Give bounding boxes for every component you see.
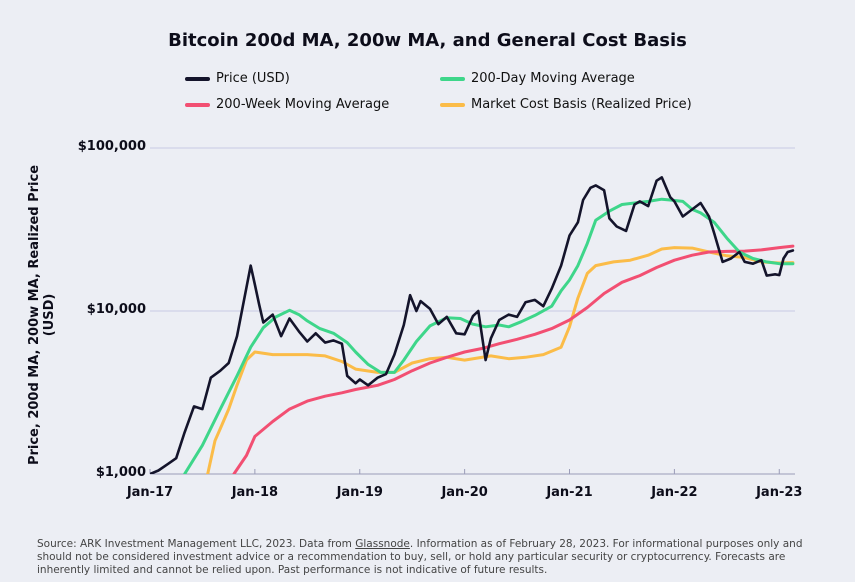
legend-item-realized-price: Market Cost Basis (Realized Price) (440, 97, 692, 112)
series-line-price (150, 176, 795, 474)
series-line-realized-price (206, 246, 795, 474)
y-tick-label-1: $10,000 (86, 302, 146, 317)
legend-swatch-price (185, 76, 210, 81)
y-tick-label-2: $100,000 (77, 139, 146, 154)
legend-item-200w-ma: 200-Week Moving Average (185, 97, 389, 112)
legend-swatch-200w-ma (185, 102, 210, 107)
x-tick-label-1: Jan-18 (231, 485, 279, 500)
legend-label-200w-ma: 200-Week Moving Average (216, 97, 390, 112)
legend-swatch-realized-price (440, 102, 465, 107)
series-line-200w-ma (232, 244, 795, 474)
y-tick-label-0: $1,000 (95, 465, 146, 480)
chart-title: Bitcoin 200d MA, 200w MA, and General Co… (168, 30, 687, 51)
source-note: Source: ARK Investment Management LLC, 2… (37, 538, 827, 577)
x-tick-label-3: Jan-20 (441, 485, 488, 500)
legend-label-realized-price: Market Cost Basis (Realized Price) (471, 97, 692, 112)
x-tick-label-2: Jan-19 (336, 485, 383, 500)
x-tick-label-4: Jan-21 (546, 485, 593, 500)
x-tick-label-0: Jan-17 (126, 485, 174, 500)
x-tick-label-5: Jan-22 (651, 485, 698, 500)
source-suffix: . Information as of February 28, 2023. F… (37, 538, 803, 576)
series-line-200d-ma (183, 197, 795, 474)
legend-swatch-200d-ma (440, 76, 465, 81)
glassnode-link[interactable]: Glassnode (355, 538, 410, 550)
legend-label-price: Price (USD) (216, 71, 290, 86)
legend-label-200d-ma: 200-Day Moving Average (471, 71, 635, 86)
x-tick-label-6: Jan-23 (756, 485, 803, 500)
source-prefix: Source: ARK Investment Management LLC, 2… (37, 538, 356, 550)
legend-item-price: Price (USD) (185, 71, 290, 86)
legend-item-200d-ma: 200-Day Moving Average (440, 71, 635, 86)
